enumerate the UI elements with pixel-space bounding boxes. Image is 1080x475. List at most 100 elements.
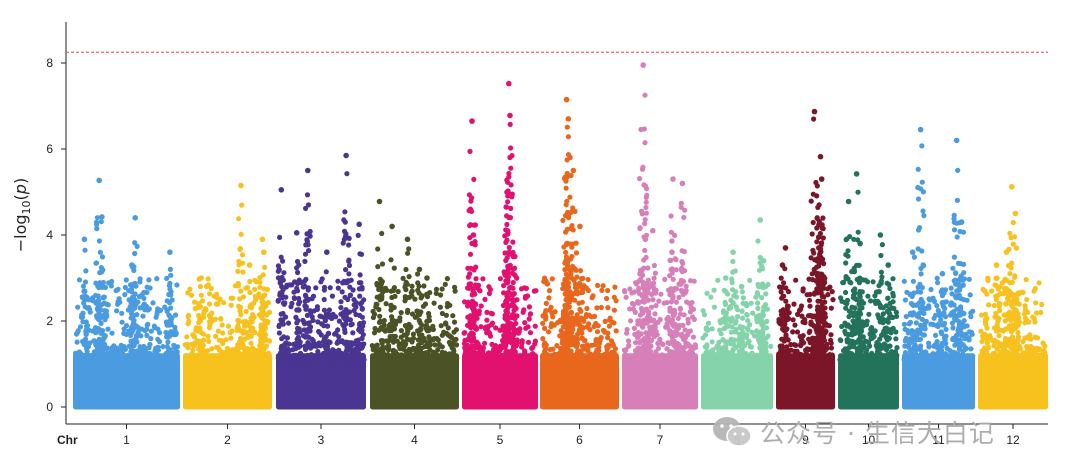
snp-point xyxy=(296,326,302,332)
x-tick-label: 5 xyxy=(497,433,504,447)
snp-point xyxy=(565,337,571,343)
snp-point xyxy=(760,308,766,314)
snp-point xyxy=(759,328,765,334)
snp-point xyxy=(543,308,549,314)
snp-point xyxy=(482,340,488,346)
snp-point xyxy=(74,339,80,345)
snp-point xyxy=(478,303,484,309)
snp-point xyxy=(503,342,509,349)
snp-point xyxy=(164,275,170,281)
snp-point xyxy=(209,346,215,352)
snp-point xyxy=(566,315,572,321)
snp-point xyxy=(939,312,945,318)
snp-point xyxy=(642,221,648,227)
snp-point xyxy=(239,202,245,208)
snp-point xyxy=(729,276,735,282)
snp-point xyxy=(464,342,470,348)
snp-point xyxy=(327,285,333,291)
snp-point xyxy=(893,309,900,315)
snp-point xyxy=(907,291,914,297)
snp-point xyxy=(468,198,474,204)
snp-point xyxy=(874,298,881,304)
snp-point xyxy=(100,342,106,348)
snp-point xyxy=(134,332,140,339)
snp-point xyxy=(497,276,503,282)
snp-point xyxy=(796,307,803,314)
snp-point xyxy=(374,356,380,362)
snp-point xyxy=(950,325,956,331)
snp-point xyxy=(252,277,258,283)
snp-point xyxy=(967,292,973,298)
snp-point xyxy=(123,323,130,329)
snp-point xyxy=(746,338,752,344)
snp-point xyxy=(314,306,320,312)
snp-point xyxy=(248,340,254,346)
snp-point xyxy=(390,339,397,345)
snp-point xyxy=(439,332,445,338)
snp-point xyxy=(158,356,165,362)
snp-point xyxy=(711,287,717,293)
snp-point xyxy=(293,314,299,320)
snp-point xyxy=(525,339,532,345)
snp-point xyxy=(849,310,855,316)
snp-point xyxy=(137,279,143,285)
snp-point xyxy=(800,333,806,339)
snp-point xyxy=(705,355,711,362)
snp-point xyxy=(398,328,404,334)
snp-point xyxy=(667,292,673,298)
snp-point xyxy=(622,352,628,358)
snp-point xyxy=(879,242,886,248)
snp-point xyxy=(928,286,934,293)
snp-point xyxy=(165,349,171,355)
snp-point xyxy=(155,306,161,312)
snp-point xyxy=(672,311,678,317)
snp-point xyxy=(814,193,820,199)
snp-point xyxy=(407,348,414,354)
chromosome-9-points xyxy=(776,108,836,410)
snp-point xyxy=(562,284,568,290)
snp-point xyxy=(652,329,659,336)
snp-point xyxy=(443,312,449,318)
snp-point xyxy=(816,202,822,208)
snp-point xyxy=(690,355,696,361)
snp-point xyxy=(858,352,864,358)
snp-point xyxy=(681,312,687,318)
snp-point xyxy=(225,323,232,329)
snp-point xyxy=(488,322,494,328)
snp-point xyxy=(637,318,643,324)
snp-point xyxy=(807,303,813,309)
snp-point xyxy=(445,300,451,307)
peak-snp-point xyxy=(760,258,767,264)
snp-point xyxy=(510,285,516,291)
snp-point xyxy=(342,327,348,333)
chromosome-2-dense-band xyxy=(183,353,272,410)
snp-point xyxy=(763,348,769,354)
snp-point xyxy=(560,333,567,339)
snp-point xyxy=(509,322,515,328)
snp-point xyxy=(843,260,849,266)
snp-point xyxy=(641,308,647,314)
y-tick-label: 0 xyxy=(46,400,53,414)
snp-point xyxy=(472,222,478,228)
data-points xyxy=(73,62,1048,410)
snp-point xyxy=(919,179,925,185)
snp-point xyxy=(228,295,234,301)
snp-point xyxy=(285,320,292,326)
snp-point xyxy=(595,323,601,329)
snp-point xyxy=(816,350,823,356)
snp-point xyxy=(605,335,611,341)
snp-point xyxy=(354,350,360,356)
peak-snp-point xyxy=(565,116,572,122)
snp-point xyxy=(238,304,244,310)
snp-point xyxy=(968,346,974,352)
snp-point xyxy=(754,290,760,296)
chromosome-4-points xyxy=(369,198,460,410)
snp-point xyxy=(563,174,569,180)
snp-point xyxy=(601,352,607,358)
snp-point xyxy=(568,309,575,315)
snp-point xyxy=(856,324,862,330)
snp-point xyxy=(642,140,648,146)
snp-point xyxy=(914,357,920,363)
snp-point xyxy=(501,290,507,296)
